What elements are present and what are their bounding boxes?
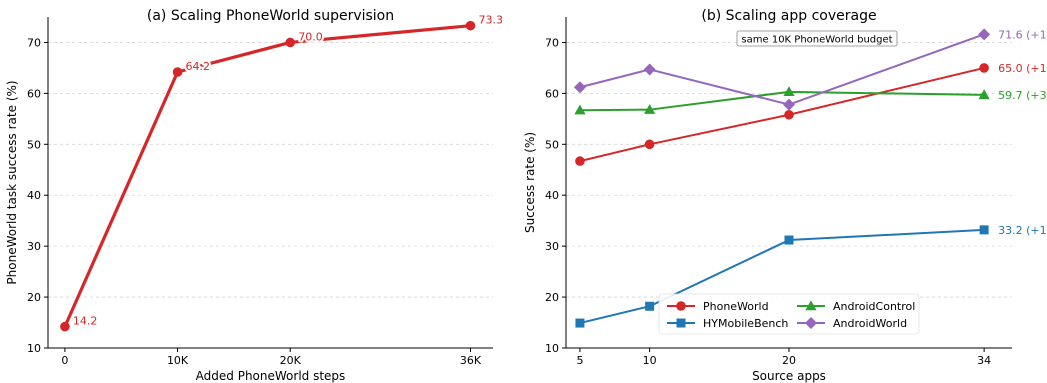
data-point (172, 67, 183, 77)
data-point (979, 225, 989, 235)
series-line-androidworld (579, 33, 985, 106)
y-tick-label: 70 (27, 36, 41, 49)
y-tick-label: 60 (27, 87, 41, 100)
y-tick-label: 30 (27, 240, 41, 253)
y-tick-label: 60 (545, 87, 559, 100)
data-point (60, 321, 70, 332)
data-point (978, 89, 990, 100)
chart-title: (a) Scaling PhoneWorld supervision (147, 8, 394, 24)
data-point (783, 98, 795, 111)
y-tick-label: 10 (545, 342, 559, 355)
legend-label-androidworld: AndroidWorld (833, 317, 907, 330)
y-axis-label: PhoneWorld task success rate (%) (5, 80, 19, 284)
end-value-label: 65.0 (+18.3) (998, 62, 1047, 75)
data-label: 73.3 (478, 14, 503, 27)
series-line-hymobilebench (579, 228, 985, 325)
data-point (978, 28, 991, 41)
data-point (645, 301, 655, 311)
x-axis-label: Added PhoneWorld steps (196, 369, 346, 383)
data-point (643, 63, 656, 76)
data-point (574, 104, 586, 115)
annotation-box (736, 30, 898, 47)
legend: PhoneWorld HYMobileBench AndroidControl And… (658, 293, 920, 335)
end-value-label: 71.6 (+10.4) (998, 28, 1047, 41)
y-tick-label: 20 (27, 291, 41, 304)
y-tick-label: 10 (27, 342, 41, 355)
data-point (465, 20, 476, 31)
legend-box (658, 293, 920, 335)
series-line-phoneworld (579, 66, 985, 163)
data-point (784, 109, 794, 120)
legend-marker (805, 317, 817, 329)
y-tick-label: 30 (545, 240, 559, 253)
y-axis-label: Success rate (%) (523, 132, 537, 233)
chart-panel-b: 10 20 30 40 50 60 70 5 10 20 34 (b) Scaling app cov… (523, 8, 1047, 383)
end-value-label: 59.7 (+3.0) (998, 89, 1047, 102)
data-point (979, 63, 989, 73)
y-tick-label: 50 (545, 138, 559, 151)
data-point (644, 104, 656, 114)
chart-panel-a: 10 20 30 40 50 60 70 0 10K 20K 36K (a) Scaling Phon… (5, 8, 505, 383)
legend-label-androidcontrol: AndroidControl (833, 300, 915, 313)
data-label: 14.2 (73, 315, 98, 328)
x-tick-label: 20 (782, 354, 796, 367)
data-label: 64.2 (186, 60, 211, 73)
x-tick-label: 20K (280, 354, 302, 367)
x-axis-label: Source apps (752, 369, 826, 383)
data-point (644, 139, 655, 150)
x-tick-label: 5 (576, 354, 583, 367)
data-point (575, 156, 585, 166)
y-tick-label: 40 (27, 189, 41, 202)
annotation-text: same 10K PhoneWorld budget (741, 35, 892, 46)
y-tick-label: 40 (545, 189, 559, 202)
x-tick-label: 36K (460, 354, 482, 367)
legend-label-hymobilebench: HYMobileBench (703, 317, 788, 330)
legend-marker (805, 300, 817, 311)
series-line-success-rate (63, 24, 471, 328)
data-point (784, 235, 794, 245)
x-tick-label: 10K (167, 354, 189, 367)
data-label: 70.0 (298, 30, 323, 43)
x-tick-label: 10 (643, 354, 657, 367)
legend-marker (676, 301, 686, 311)
y-tick-label: 50 (27, 138, 41, 151)
data-point (285, 37, 296, 48)
chart-title: (b) Scaling app coverage (701, 8, 876, 24)
end-value-label: 33.2 (+18.3) (998, 224, 1047, 237)
x-tick-label: 34 (977, 354, 991, 367)
legend-label-phoneworld: PhoneWorld (703, 300, 769, 313)
y-tick-label: 20 (545, 291, 559, 304)
data-point (783, 86, 795, 97)
legend-marker (676, 318, 686, 328)
data-point (575, 318, 585, 328)
data-point (573, 81, 586, 94)
y-tick-label: 70 (545, 36, 559, 49)
series-line-androidcontrol (579, 90, 985, 112)
x-tick-label: 0 (61, 354, 68, 367)
